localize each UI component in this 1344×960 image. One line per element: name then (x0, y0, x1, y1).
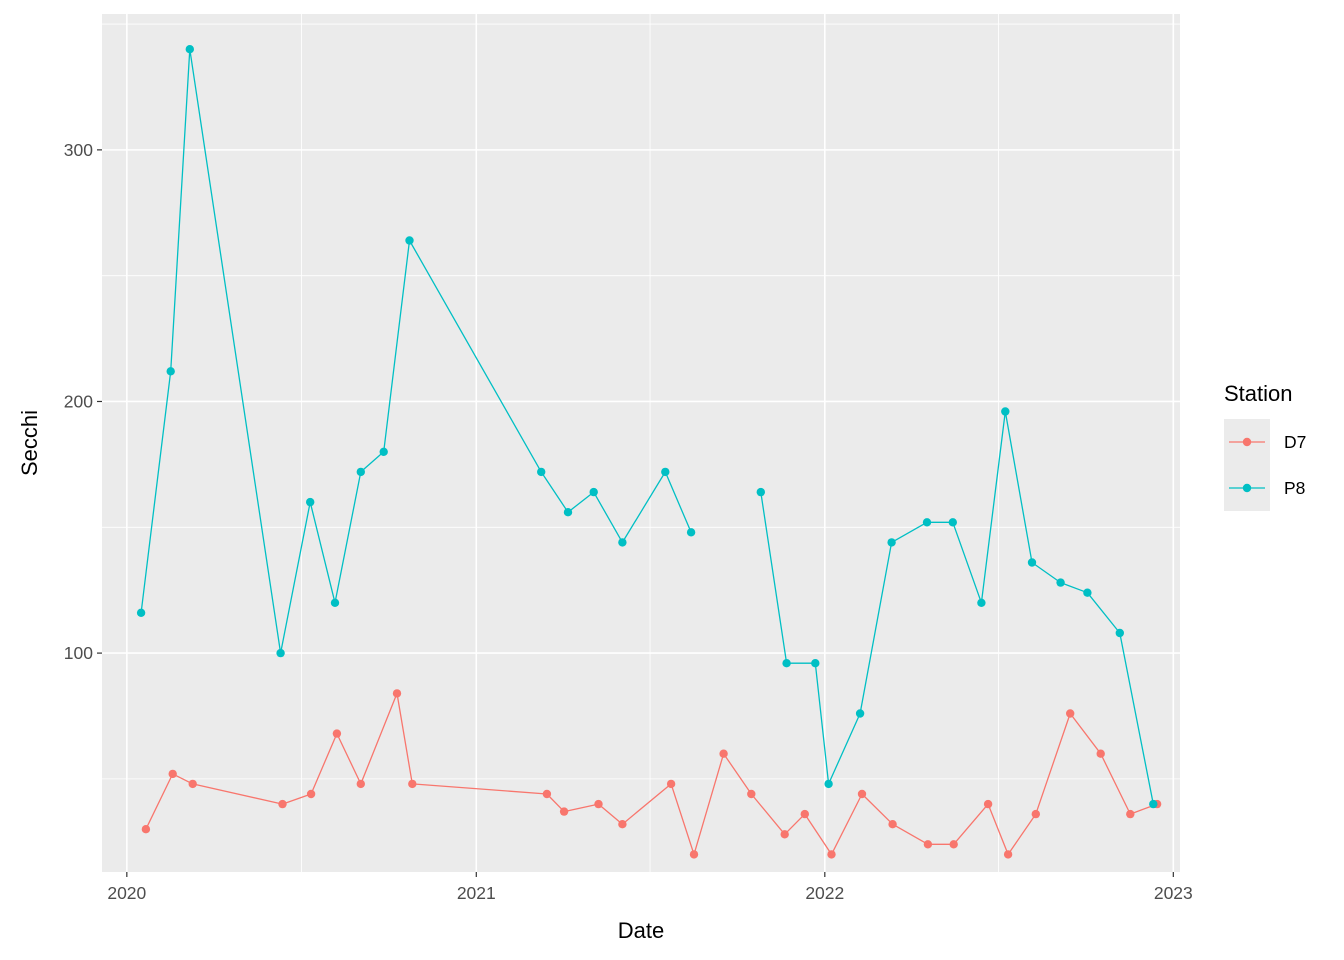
legend-item-d7: D7 (1224, 419, 1306, 465)
data-point-p8-13 (661, 467, 670, 477)
x-axis-title: Date (618, 918, 664, 943)
data-point-p8-9 (537, 467, 546, 477)
grid-minor (102, 14, 1180, 872)
data-point-d7-29 (1126, 809, 1135, 819)
data-point-p8-0 (136, 608, 146, 617)
data-point-d7-5 (332, 729, 342, 738)
y-tick-label-1: 200 (64, 391, 93, 411)
data-point-p8-24 (1001, 407, 1010, 416)
data-point-d7-19 (827, 850, 836, 859)
data-point-p8-17 (811, 659, 820, 668)
data-point-p8-25 (1027, 558, 1037, 567)
data-point-p8-11 (589, 487, 598, 497)
data-point-p8-22 (948, 518, 957, 527)
data-point-p8-15 (756, 487, 765, 497)
data-point-p8-21 (922, 518, 932, 527)
data-point-p8-20 (887, 538, 896, 547)
data-point-d7-8 (408, 779, 417, 789)
data-point-p8-8 (405, 236, 414, 245)
data-point-d7-1 (168, 769, 177, 779)
data-point-d7-28 (1096, 749, 1105, 758)
series-points (136, 45, 1162, 859)
data-point-d7-0 (141, 825, 151, 834)
y-tick-label-2: 300 (64, 140, 93, 160)
data-point-d7-6 (356, 779, 365, 789)
data-point-d7-26 (1031, 809, 1041, 819)
y-axis-title: Secchi (17, 410, 42, 476)
legend-label-d7: D7 (1284, 432, 1306, 452)
data-point-p8-26 (1056, 578, 1065, 587)
data-point-d7-25 (1003, 850, 1013, 859)
legend-title: Station (1224, 381, 1293, 406)
data-point-d7-27 (1066, 709, 1075, 718)
data-point-d7-21 (888, 820, 897, 829)
data-point-d7-4 (306, 789, 316, 799)
data-point-p8-7 (379, 447, 388, 456)
data-point-p8-6 (356, 467, 365, 477)
x-axis: 2020 2021 2022 2023 (107, 872, 1193, 903)
data-point-p8-28 (1115, 628, 1125, 638)
data-point-p8-12 (618, 538, 627, 547)
grid-major (102, 14, 1180, 872)
data-point-p8-10 (563, 508, 573, 517)
data-point-p8-14 (686, 528, 696, 537)
data-point-p8-18 (824, 779, 833, 789)
legend-key-point (1242, 483, 1252, 493)
data-point-d7-14 (689, 850, 699, 859)
legend-item-p8: P8 (1224, 465, 1305, 511)
x-tick-label-2: 2022 (805, 883, 844, 903)
x-tick-label-3: 2023 (1154, 883, 1193, 903)
data-point-p8-3 (276, 648, 285, 658)
data-point-d7-2 (188, 779, 197, 789)
data-point-p8-16 (782, 659, 791, 668)
data-point-d7-24 (983, 799, 993, 809)
data-point-d7-11 (594, 799, 603, 809)
legend-key-point (1242, 437, 1252, 447)
data-point-d7-12 (618, 820, 627, 829)
data-point-p8-1 (166, 367, 175, 376)
data-point-d7-7 (392, 689, 402, 698)
data-point-d7-17 (780, 830, 789, 839)
data-point-d7-10 (559, 807, 569, 816)
y-axis: 100 200 300 (64, 140, 102, 663)
data-point-d7-15 (719, 749, 728, 758)
x-tick-label-0: 2020 (107, 883, 146, 903)
data-point-p8-29 (1149, 799, 1158, 809)
data-point-p8-5 (330, 598, 340, 607)
legend-label-p8: P8 (1284, 478, 1305, 498)
data-point-d7-3 (278, 799, 287, 809)
data-point-p8-4 (306, 497, 315, 507)
data-point-d7-18 (800, 809, 809, 819)
panel-background (102, 14, 1180, 872)
data-point-d7-23 (949, 840, 958, 849)
data-point-p8-2 (185, 45, 194, 54)
data-point-p8-19 (855, 709, 865, 718)
data-point-d7-13 (666, 779, 676, 789)
y-tick-label-0: 100 (64, 643, 93, 663)
x-tick-label-1: 2021 (457, 883, 496, 903)
data-point-p8-27 (1083, 588, 1092, 597)
data-point-d7-16 (747, 789, 756, 799)
data-point-d7-20 (857, 789, 867, 799)
legend: Station D7 P8 (1224, 381, 1306, 511)
data-point-p8-23 (977, 598, 986, 607)
data-point-d7-9 (542, 789, 552, 799)
data-point-d7-22 (923, 840, 933, 849)
